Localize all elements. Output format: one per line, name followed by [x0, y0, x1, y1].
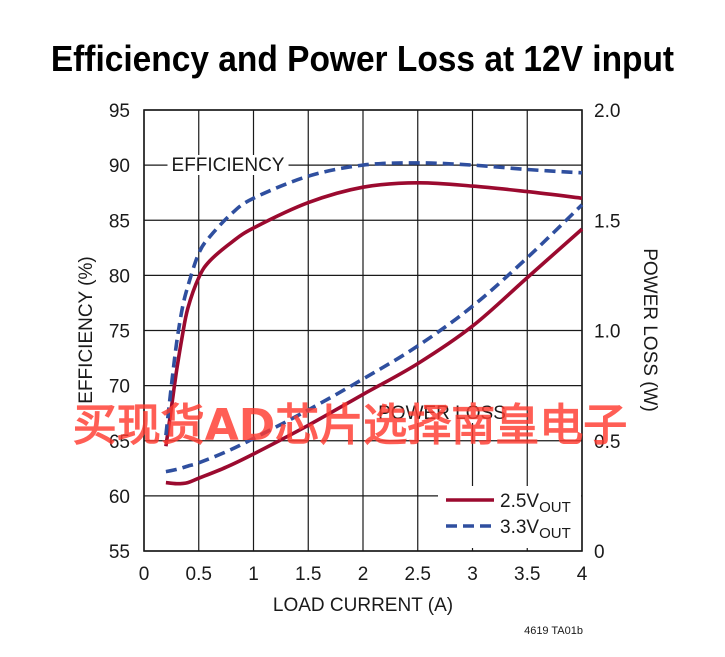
y-left-tick-label: 95: [109, 101, 130, 122]
y-right-tick-label: 2.0: [594, 101, 620, 122]
x-axis-label: LOAD CURRENT (A): [273, 595, 453, 616]
legend-label: 2.5VOUT: [500, 491, 571, 516]
y-left-tick-label: 80: [109, 266, 130, 287]
y-left-tick-label: 70: [109, 377, 130, 398]
x-tick-label: 2: [358, 564, 369, 585]
y-left-tick-label: 55: [109, 542, 130, 563]
y-right-tick-label: 0.5: [594, 432, 620, 453]
y-left-tick-label: 85: [109, 211, 130, 232]
legend-bg: [438, 486, 581, 548]
figure-note: 4619 TA01b: [524, 625, 583, 637]
y-right-axis-label: POWER LOSS (W): [639, 248, 660, 412]
grid: [143, 109, 583, 552]
efficiency-annotation-bg: [167, 155, 289, 175]
plot-frame: [143, 109, 583, 552]
series-line-efficiency-2.5vout: [164, 180, 583, 447]
series-line-power_loss-2.5vout: [165, 227, 584, 486]
x-tick-label: 2.5: [405, 564, 431, 585]
y-right-tick-label: 1.0: [594, 322, 620, 343]
x-tick-label: 1.5: [295, 564, 321, 585]
watermark: 买现货AD芯片选择南皇电子: [73, 400, 628, 451]
y-left-tick-label: 65: [109, 432, 130, 453]
y-right-tick-label: 1.5: [594, 211, 620, 232]
x-tick-label: 3: [467, 564, 478, 585]
legend-label: 3.3VOUT: [500, 517, 571, 542]
plot-border: [143, 109, 583, 552]
chart-title: Efficiency and Power Loss at 12V input: [50, 38, 675, 79]
series-line-efficiency-3.3vout: [164, 161, 583, 436]
series-line-power_loss-3.3vout: [165, 203, 584, 474]
x-tick-label: 0: [139, 564, 150, 585]
x-tick-label: 0.5: [186, 564, 212, 585]
x-tick-label: 4: [577, 564, 588, 585]
annotations: EFFICIENCY POWER LOSS: [167, 155, 506, 424]
y-left-tick-label: 90: [109, 156, 130, 177]
power-loss-annotation-bg: [381, 403, 503, 423]
x-tick-label: 1: [248, 564, 259, 585]
x-tick-label: 3.5: [514, 564, 540, 585]
y-left-axis-label: EFFICIENCY (%): [76, 256, 97, 403]
y-right-tick-label: 0: [594, 542, 605, 563]
y-left-tick-label: 60: [109, 487, 130, 508]
efficiency-annotation: EFFICIENCY: [172, 155, 285, 176]
power-loss-annotation: POWER LOSS: [378, 403, 506, 424]
y-left-tick-label: 75: [109, 322, 130, 343]
tick-labels: 0 0.5 1 1.5 2 2.5 3 3.5 4 55 60 65 70 75 80 85 90 95 0 0.5 1…: [109, 101, 621, 585]
series-layer: [164, 161, 584, 486]
